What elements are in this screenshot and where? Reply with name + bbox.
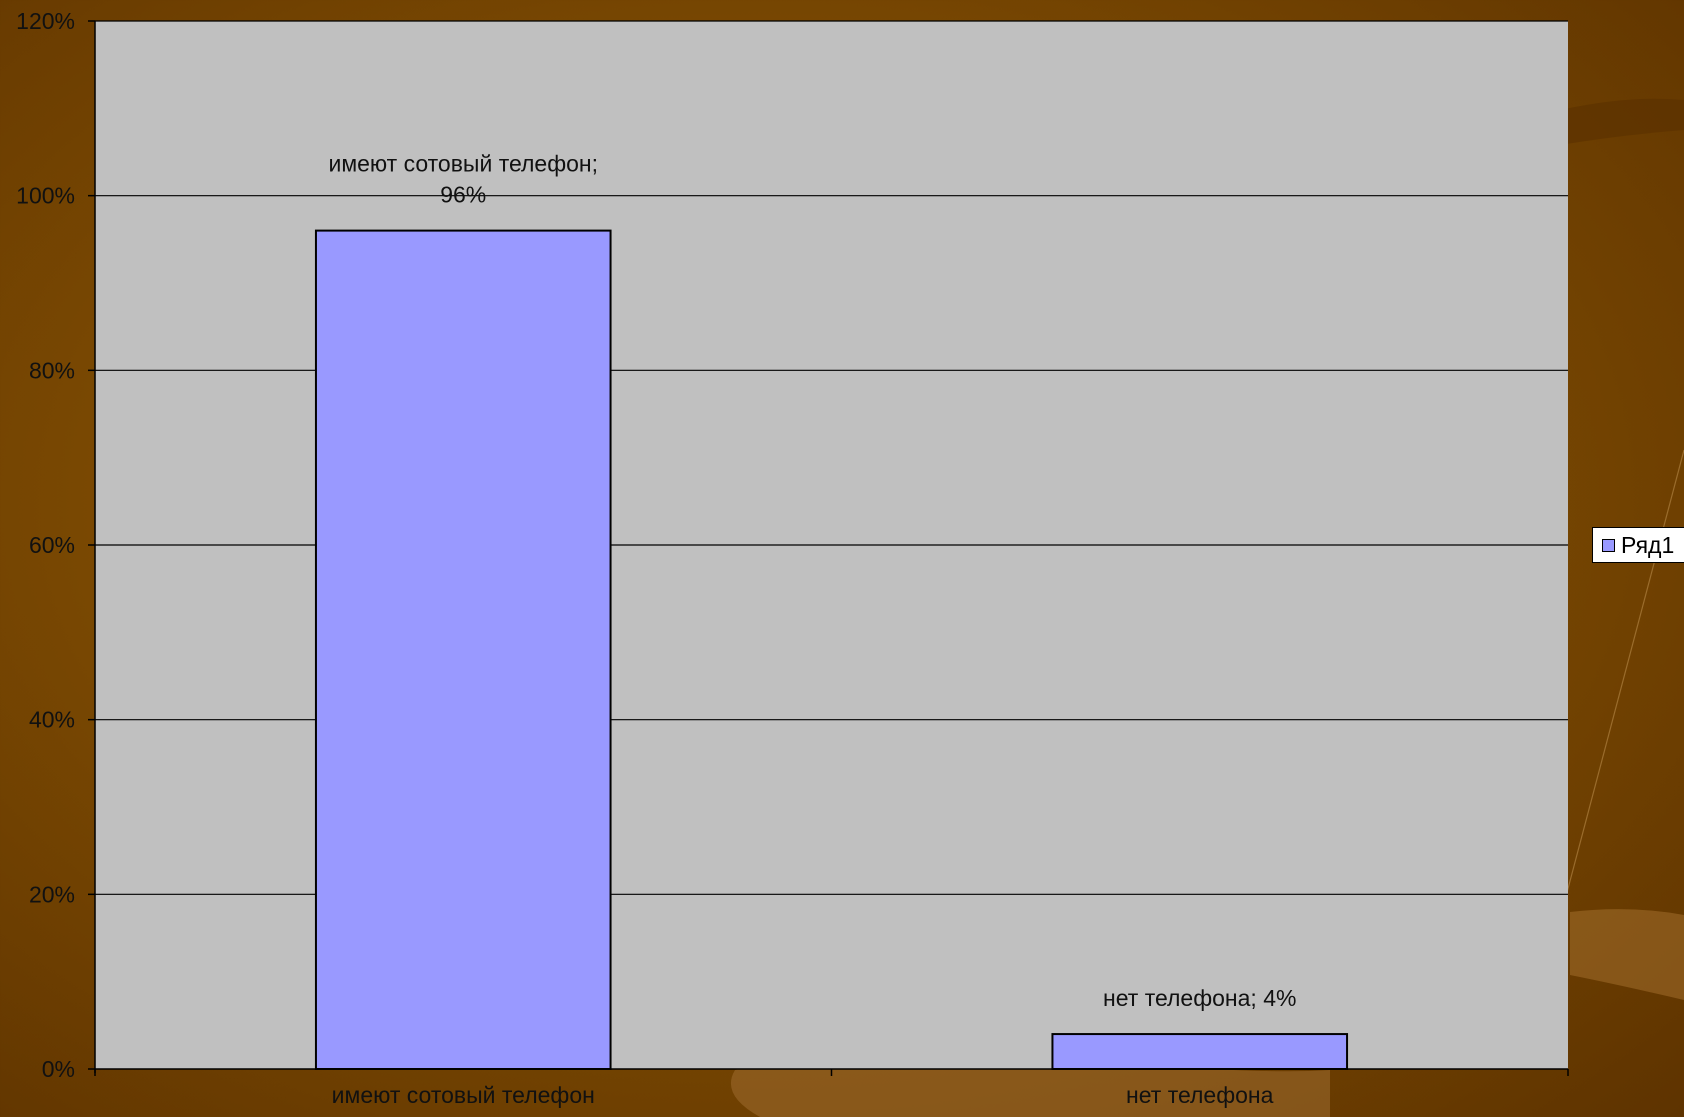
y-tick-label: 40%	[29, 707, 75, 733]
data-label: нет телефона; 4%	[1103, 985, 1296, 1011]
legend-swatch	[1602, 538, 1615, 552]
data-label: имеют сотовый телефон;	[328, 151, 598, 177]
y-tick-label: 0%	[42, 1056, 75, 1082]
y-tick-label: 100%	[16, 183, 75, 209]
y-tick-label: 80%	[29, 357, 75, 383]
y-tick-label: 20%	[29, 881, 75, 907]
legend: Ряд1	[1592, 527, 1684, 563]
x-tick-label: нет телефона	[1126, 1082, 1274, 1108]
bar	[1051, 1033, 1349, 1070]
y-tick-label: 120%	[16, 8, 75, 34]
bar	[314, 229, 612, 1071]
data-label: 96%	[440, 182, 486, 208]
x-tick-label: имеют сотовый телефон	[332, 1082, 595, 1108]
y-tick-label: 60%	[29, 532, 75, 558]
legend-label: Ряд1	[1621, 531, 1675, 558]
